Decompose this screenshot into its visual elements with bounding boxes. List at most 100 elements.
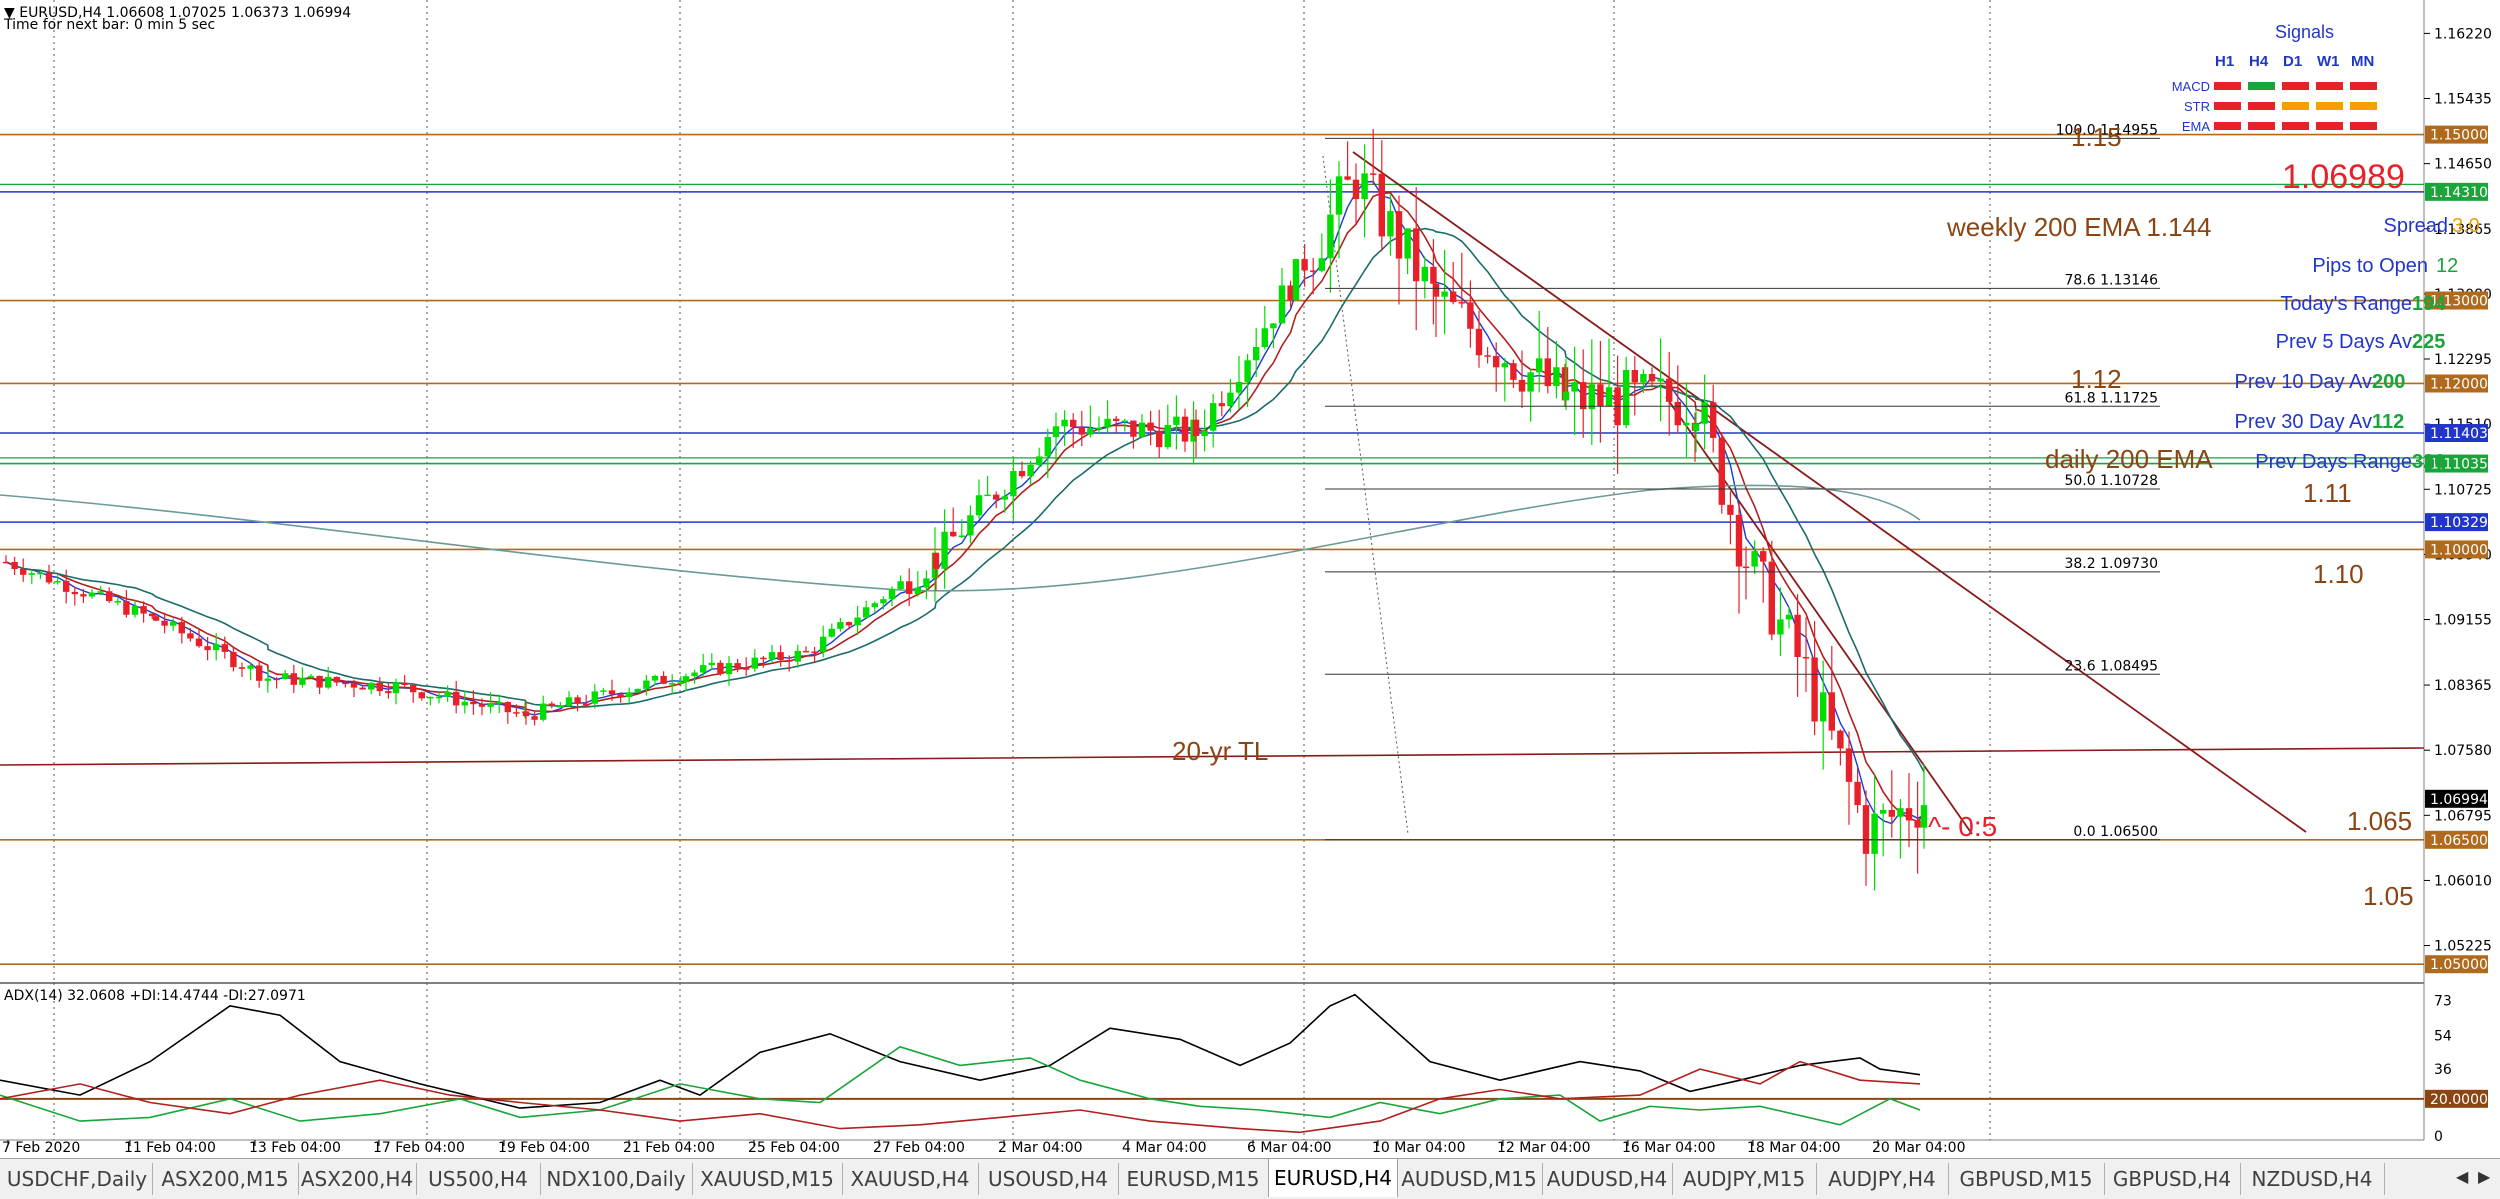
tab-xauusd-m15[interactable]: XAUUSD,M15 [692,1163,843,1195]
candle-body [63,580,70,592]
time-tick-label: 25 Feb 04:00 [748,1140,840,1156]
candle-body [1640,374,1647,383]
moving-average-200 [0,484,1921,592]
candle-body [1493,356,1500,368]
tab-gbpusd-h4[interactable]: GBPUSD,H4 [2104,1163,2241,1195]
candle-body [802,650,810,653]
candle-body [1430,266,1437,284]
candle-body [828,628,835,637]
signal-column-label: W1 [2317,53,2340,70]
tab-scroll-right-icon[interactable]: ▶ [2478,1167,2491,1186]
price-level-text: 1.11035 [2430,457,2488,473]
candle-body [682,676,690,683]
price-level-box [2425,540,2488,559]
signal-cell [2316,102,2343,110]
tab-asx200-h4[interactable]: ASX200,H4 [298,1163,417,1195]
candle-body [1404,228,1411,259]
time-tick-label: 16 Mar 04:00 [1622,1140,1715,1156]
candle-body [1623,369,1630,426]
candle-body [717,662,724,675]
candle-body [1692,423,1700,432]
candle-body [1871,813,1878,854]
candle-body [123,601,130,615]
candle-body [1553,367,1560,387]
candle-body [1785,614,1793,620]
candle-body [45,572,53,583]
today-range-label: Today's Range [2280,293,2412,315]
candle-body [333,676,340,683]
adx-tick-label: 0 [2434,1129,2443,1145]
candle-body [71,591,78,595]
candle-body [1735,514,1743,567]
candle-body [1571,382,1578,392]
level-105-label: 1.05 [2363,881,2414,911]
signal-cell [2350,82,2377,90]
candle-body [1164,424,1171,448]
candle-body [1484,355,1491,357]
tab-usousd-h4[interactable]: USOUSD,H4 [978,1163,1119,1195]
prev10-label: Prev 10 Day Av [2235,371,2372,393]
tab-usdchf-daily[interactable]: USDCHF,Daily [2,1163,153,1195]
adx-level-text: 20.0000 [2430,1092,2488,1108]
candle-body [453,691,460,706]
candle-body [410,684,417,693]
candle-body [178,622,185,634]
candle-body [1387,211,1394,237]
tab-audjpy-m15[interactable]: AUDJPY,M15 [1672,1163,1817,1195]
candle-body [152,616,160,621]
adx-tick-label: 36 [2434,1062,2452,1078]
fib-label: 38.2 1.09730 [2064,556,2158,572]
candle-body [845,622,853,626]
tab-eurusd-m15[interactable]: EURUSD,M15 [1118,1163,1269,1195]
candle-body [1044,436,1051,457]
candle-body [1657,378,1664,382]
candle-body [1218,403,1225,407]
tab-asx200-m15[interactable]: ASX200,M15 [152,1163,299,1195]
candle-body [325,676,332,688]
candle-body [54,580,61,583]
candle-body [238,667,246,669]
candle-body [1421,266,1428,282]
candle-body [1181,416,1189,442]
tab-audjpy-h4[interactable]: AUDJPY,H4 [1816,1163,1949,1195]
candle-body [660,675,667,684]
candle-body [1768,561,1775,635]
tab-audusd-m15[interactable]: AUDUSD,M15 [1396,1163,1543,1195]
candle-body [1235,381,1243,393]
candle-body [290,673,297,685]
chart-window[interactable]: 100.0 1.14955 78.6 1.13146 61.8 1.11725 50.… [0,0,2500,1158]
weekly-ema-label: weekly 200 EMA 1.144 [1946,212,2212,242]
candle-body [1562,391,1570,401]
candle-body [837,622,844,629]
prevdays-value: 326 [2412,451,2445,473]
time-tick-label: 12 Mar 04:00 [1497,1140,1590,1156]
candle-body [669,683,676,685]
price-tick-label: 1.13865 [2434,222,2492,238]
tab-ndx100-daily[interactable]: NDX100,Daily [540,1163,693,1195]
tab-nzdusd-h4[interactable]: NZDUSD,H4 [2240,1163,2385,1195]
tab-audusd-h4[interactable]: AUDUSD,H4 [1542,1163,1673,1195]
candle-body [1278,285,1286,324]
candle-body [897,581,904,589]
tab-us500-h4[interactable]: US500,H4 [416,1163,541,1195]
candle-body [299,677,306,685]
candle-body [1794,614,1801,657]
spread-label: Spread [2384,215,2449,237]
signal-cell [2316,82,2343,90]
candle-body [359,687,366,690]
tab-eurusd-h4[interactable]: EURUSD,H4 [1268,1159,1398,1197]
candle-body [1914,820,1921,828]
candle-body [1802,656,1810,659]
candle-body [777,652,784,660]
candle-body [1327,214,1334,259]
candle-body [1310,270,1317,272]
candle-body [487,703,494,707]
tab-xauusd-h4[interactable]: XAUUSD,H4 [842,1163,979,1195]
price-level-box [2425,374,2488,393]
moving-average-line [5,227,1925,773]
tab-gbpusd-m15[interactable]: GBPUSD,M15 [1948,1163,2105,1195]
tab-scroll-left-icon[interactable]: ◀ [2456,1167,2469,1186]
prev10-value: 200 [2372,371,2405,393]
candle-body [1104,418,1111,428]
candle-body [368,682,375,690]
